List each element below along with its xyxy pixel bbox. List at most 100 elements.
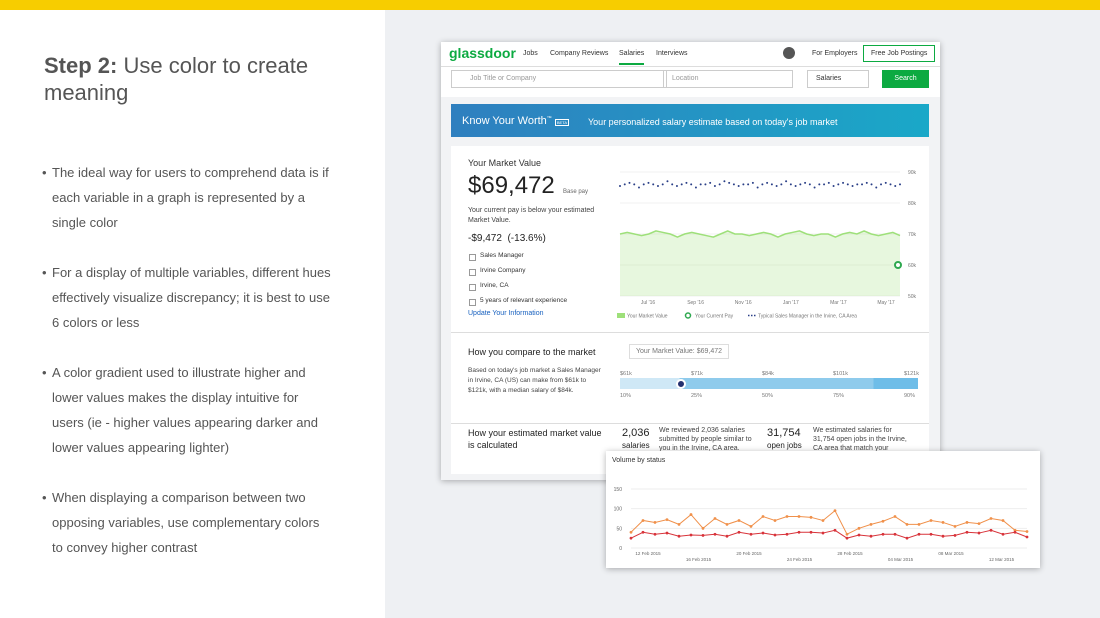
point [857,533,861,537]
point [856,183,859,186]
detail: Sales Manager [480,252,524,259]
point [785,515,789,518]
point [797,515,801,518]
x-tick-label: Nov '16 [735,300,752,306]
divider [451,423,929,424]
y-tick-label: 50 [616,526,622,532]
slide-title: Step 2: Use color to create meaning [44,52,344,106]
point [832,184,835,187]
point [633,183,636,186]
point [804,181,807,184]
divider [451,332,929,333]
location-input[interactable]: Location [663,70,793,88]
search-input[interactable]: Job Title or Company [451,70,667,88]
point [851,184,854,187]
search-bar: Job Title or Company Location Salaries S… [441,67,940,97]
point [880,183,883,186]
point [713,184,716,187]
point [737,530,741,534]
point [809,515,813,519]
top-bar [0,0,1100,10]
point [623,183,626,186]
line [630,509,1028,535]
point [665,531,669,535]
nav-link[interactable]: Interviews [656,50,688,57]
point [865,181,868,184]
point [870,183,873,186]
stat: 2,036 [622,427,650,439]
nav-link[interactable]: Salaries [619,50,645,65]
nav-link[interactable]: For Employers [812,50,858,57]
point [742,183,745,186]
title-bold: Step 2: [44,53,118,78]
point [1013,530,1017,534]
point [737,519,741,522]
point [685,181,688,184]
range-bar [620,378,918,389]
x-tick-label: 04 Mar 2015 [888,557,914,562]
point [894,184,897,187]
point [656,184,659,187]
point [756,186,759,189]
point [837,183,840,186]
point [761,183,764,186]
x-tick-label: 12 Feb 2015 [635,551,661,556]
point [619,184,621,187]
point [833,528,837,532]
point [808,183,811,186]
point [723,180,726,183]
cta-button[interactable]: Free Job Postings [863,45,936,62]
heading: How you compare to the market [468,347,596,357]
logo: glassdoor [449,45,516,61]
stat-unit: salaries [622,441,650,450]
point [823,183,826,186]
point [665,518,669,522]
point [671,183,674,186]
avatar[interactable] [783,47,795,59]
value-note: Base pay [563,189,589,195]
bullet-dot: • [42,165,47,180]
point [799,183,802,186]
heading: How your estimated market value is calcu… [468,428,602,450]
point [725,534,729,538]
nav-link[interactable]: Company Reviews [550,50,609,57]
y-tick-label: 80k [908,201,917,207]
scale-label: 10% [620,393,632,399]
point [846,183,849,186]
heading: Your Market Value [468,158,542,168]
scale-label: 90% [904,393,916,399]
y-tick-label: 100 [614,507,623,513]
market-value: $69,472 [468,172,555,199]
bullet-text: For a display of multiple variables, dif… [52,265,331,330]
point [780,183,783,186]
point [789,183,792,186]
point [827,181,830,184]
update-link[interactable]: Update Your Information [468,310,544,317]
area [620,230,900,296]
point [704,183,707,186]
point [761,531,765,535]
point [1001,532,1005,536]
detail-icon [469,254,476,261]
point [1013,528,1017,532]
point [701,534,705,537]
point [929,519,933,522]
point [689,533,693,537]
banner: Know Your Worth™ BETA Your personalized … [451,104,929,137]
point [857,526,861,530]
chart-title: Volume by status [612,457,666,464]
point [977,531,981,535]
point [680,183,683,186]
note: Your current pay is below your estimated… [468,207,595,224]
nav: glassdoor Jobs Company Reviews Salaries … [441,42,940,67]
x-tick-label: Jan '17 [783,300,799,306]
nav-link[interactable]: Jobs [523,50,538,57]
x-tick-label: 24 Feb 2015 [787,557,813,562]
point [905,536,909,540]
point [642,183,645,186]
point [953,524,957,528]
search-button[interactable]: Search [882,70,929,88]
select[interactable]: Salaries [807,70,869,88]
x-tick-label: 20 Feb 2015 [736,551,762,556]
